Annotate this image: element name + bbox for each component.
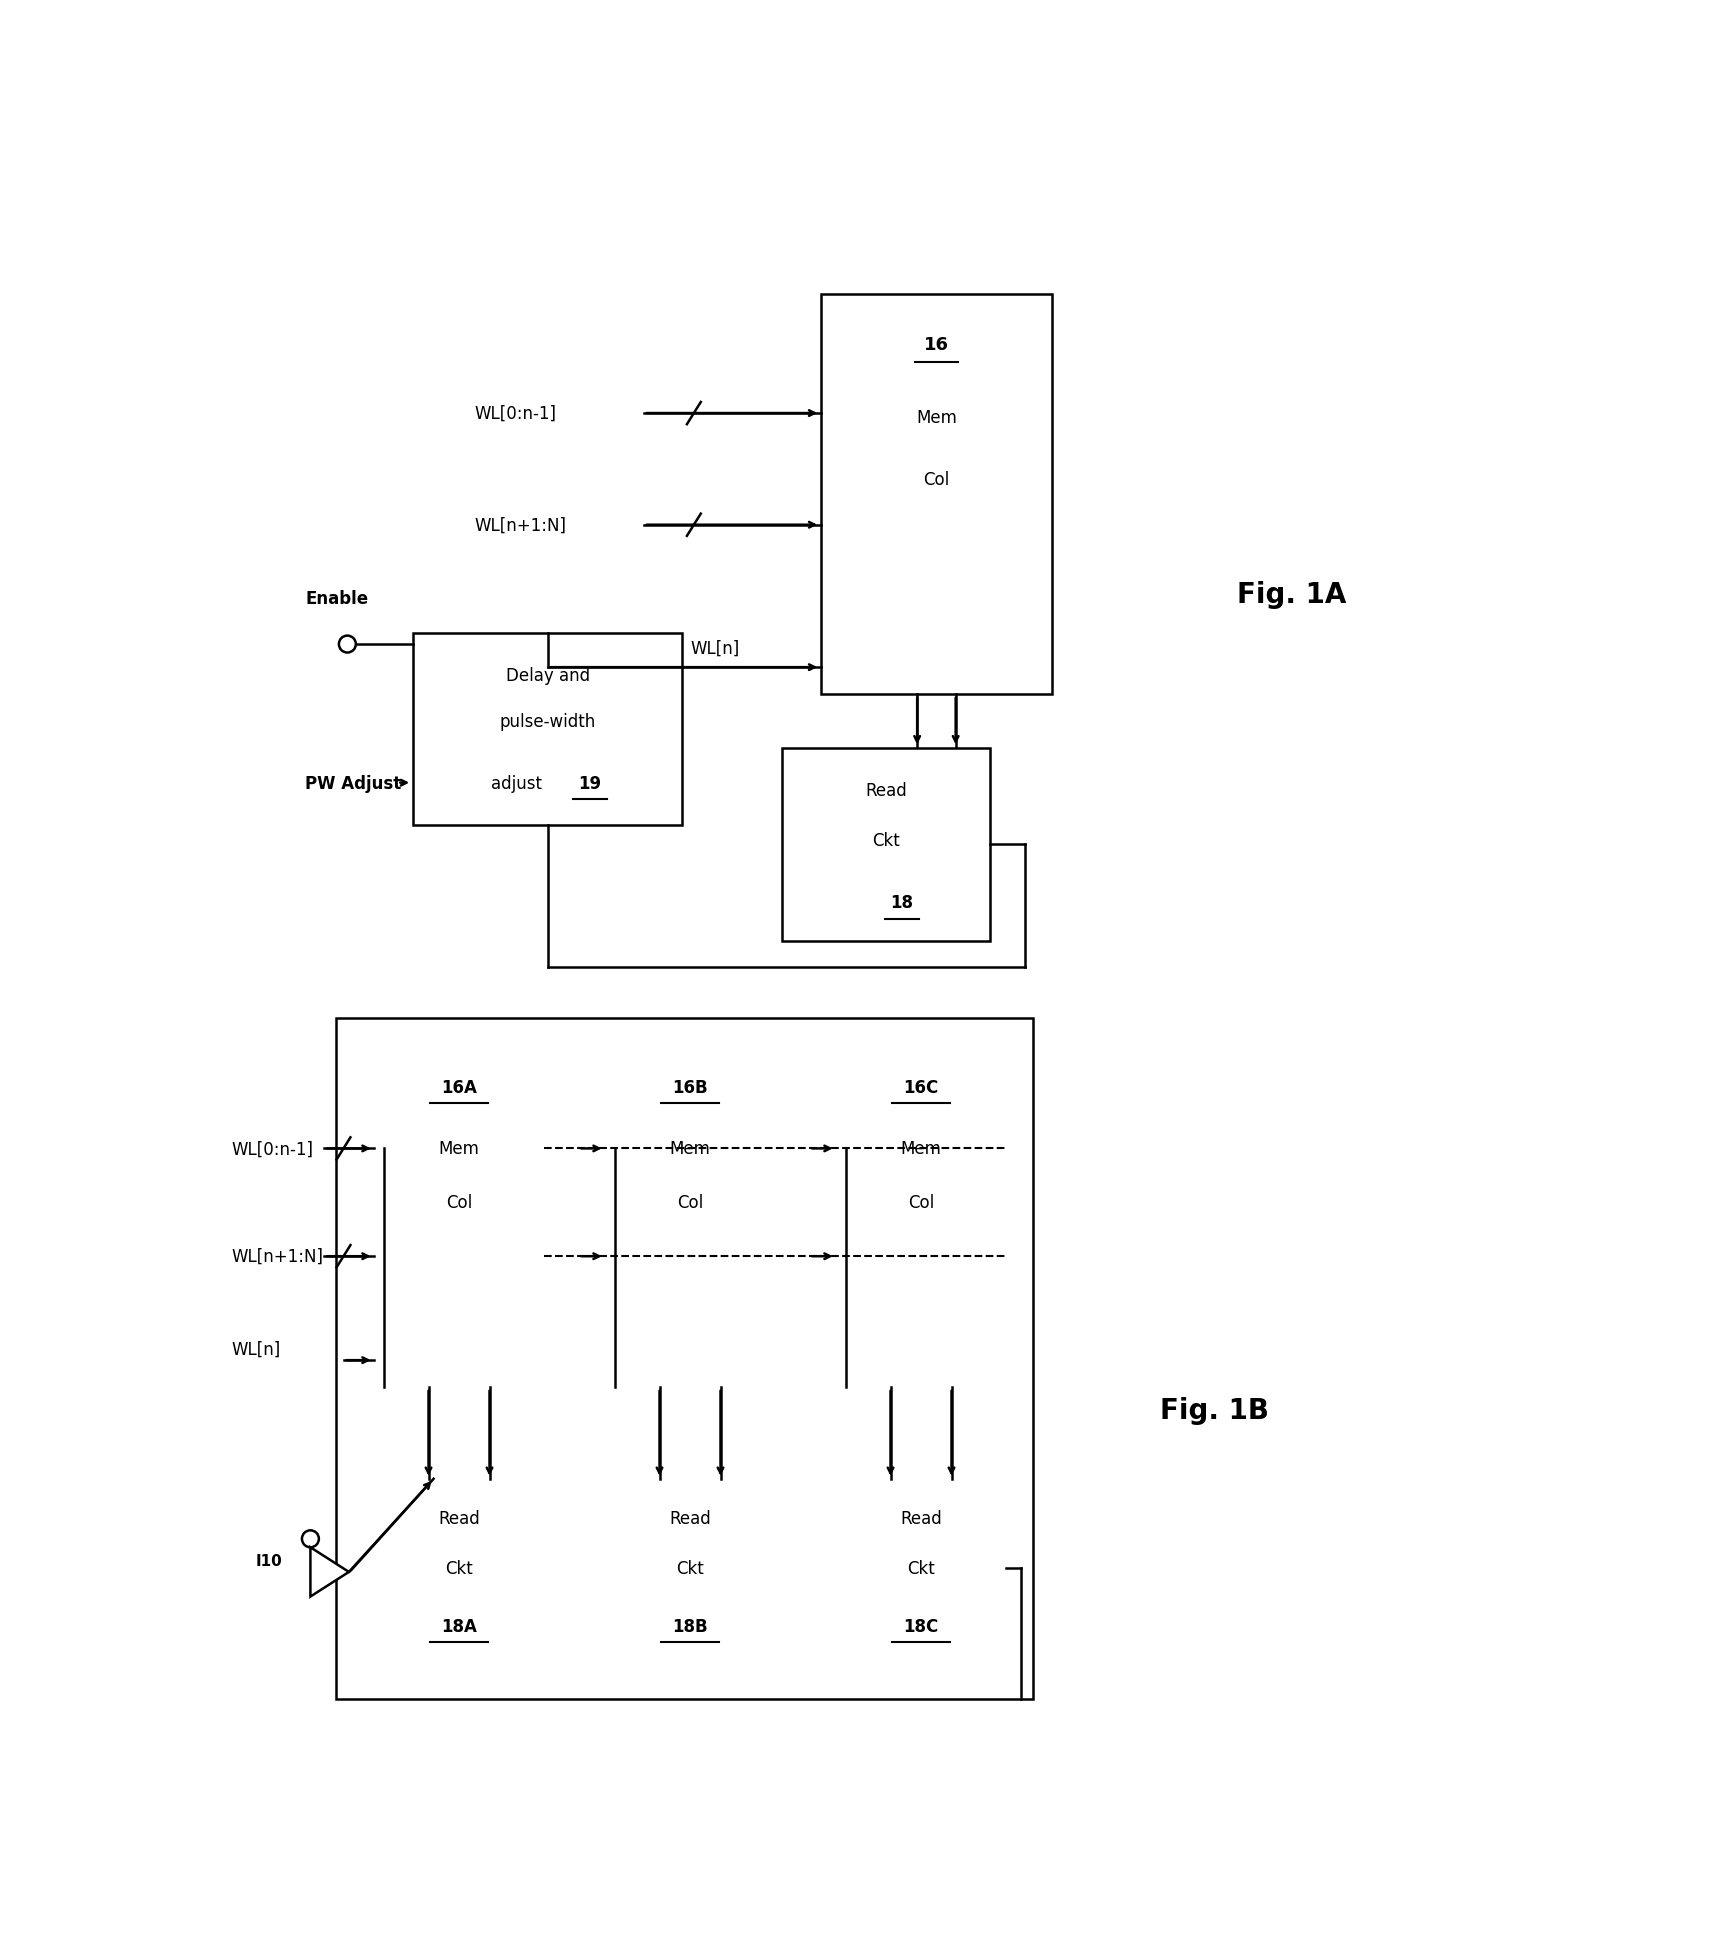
Text: WL[0:n-1]: WL[0:n-1] [232, 1140, 314, 1157]
Text: Col: Col [446, 1194, 472, 1212]
Text: Col: Col [907, 1194, 935, 1212]
Text: Delay and: Delay and [506, 666, 589, 684]
Text: PW Adjust: PW Adjust [306, 773, 401, 793]
Text: Ckt: Ckt [907, 1558, 935, 1578]
Bar [605, 1040, 774, 1387]
Text: WL[n+1:N]: WL[n+1:N] [232, 1247, 323, 1266]
Polygon shape [311, 1547, 349, 1597]
Text: WL[n]: WL[n] [232, 1340, 282, 1358]
Text: 16: 16 [924, 335, 949, 355]
Bar [605, 1480, 774, 1656]
Text: Mem: Mem [439, 1140, 479, 1157]
Bar [836, 1040, 1006, 1387]
Text: Read: Read [439, 1510, 480, 1527]
Text: pulse-width: pulse-width [499, 713, 596, 730]
Text: WL[n+1:N]: WL[n+1:N] [475, 516, 567, 534]
Text: Ckt: Ckt [873, 832, 900, 849]
Text: Col: Col [677, 1194, 703, 1212]
Text: I10: I10 [256, 1553, 282, 1568]
Text: Mem: Mem [900, 1140, 942, 1157]
Text: WL[0:n-1]: WL[0:n-1] [475, 405, 556, 423]
Text: adjust: adjust [491, 773, 543, 793]
Text: Fig. 1B: Fig. 1B [1159, 1397, 1268, 1424]
Text: Ckt: Ckt [676, 1558, 703, 1578]
Bar [783, 748, 990, 941]
Text: 18A: 18A [441, 1617, 477, 1634]
Text: Fig. 1A: Fig. 1A [1237, 581, 1346, 608]
Text: Read: Read [669, 1510, 710, 1527]
Text: Mem: Mem [916, 409, 957, 427]
Text: 16A: 16A [441, 1079, 477, 1097]
Text: Read: Read [866, 781, 907, 801]
Bar [413, 633, 683, 826]
Text: 16B: 16B [672, 1079, 708, 1097]
Text: 18: 18 [890, 894, 914, 912]
Text: Ckt: Ckt [446, 1558, 473, 1578]
Text: 16C: 16C [904, 1079, 938, 1097]
Text: Enable: Enable [306, 590, 368, 608]
Text: 18B: 18B [672, 1617, 708, 1634]
Text: Mem: Mem [669, 1140, 710, 1157]
Bar [375, 1480, 544, 1656]
Text: 19: 19 [579, 773, 601, 793]
Bar [335, 1019, 1033, 1699]
Bar [821, 294, 1052, 695]
Text: Read: Read [900, 1510, 942, 1527]
Text: WL[n]: WL[n] [689, 639, 740, 658]
Bar [375, 1040, 544, 1387]
Text: Col: Col [923, 469, 950, 489]
Text: 18C: 18C [904, 1617, 938, 1634]
Bar [836, 1480, 1006, 1656]
